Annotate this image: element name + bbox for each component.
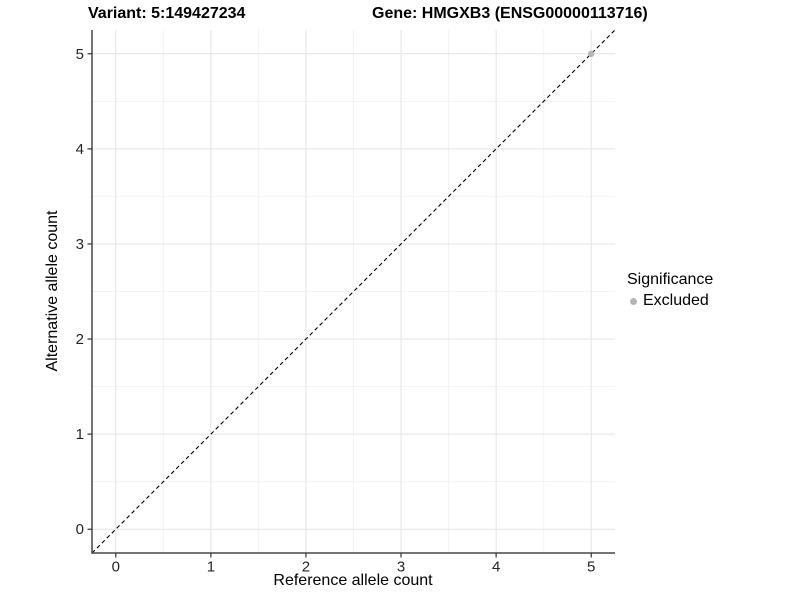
y-tick-label: 5: [76, 46, 84, 63]
plot-title-variant: Variant: 5:149427234: [88, 5, 246, 22]
legend-title: Significance: [627, 271, 714, 288]
x-tick-label: 2: [302, 559, 310, 576]
y-tick-label: 1: [76, 426, 84, 443]
y-tick-label: 2: [76, 331, 84, 348]
x-tick-label: 3: [397, 559, 405, 576]
legend-item-label: Excluded: [643, 292, 709, 309]
identity-line: [91, 29, 616, 554]
y-axis-label: Alternative allele count: [44, 210, 61, 372]
excluded-point-icon: [630, 297, 637, 305]
y-tick-label: 4: [76, 141, 84, 158]
y-tick-label: 3: [76, 236, 84, 253]
legend: Significance Excluded: [627, 271, 713, 310]
x-tick-label: 0: [112, 559, 120, 576]
x-tick-label: 1: [207, 559, 215, 576]
y-tick-label: 0: [76, 521, 84, 538]
plot-title-gene: Gene: HMGXB3 (ENSG00000113716): [372, 5, 648, 22]
data-point: [588, 50, 595, 57]
x-axis-label: Reference allele count: [273, 572, 433, 589]
x-tick-label: 5: [587, 559, 595, 576]
legend-item-excluded: Excluded: [627, 292, 713, 310]
x-tick-label: 4: [492, 559, 500, 576]
